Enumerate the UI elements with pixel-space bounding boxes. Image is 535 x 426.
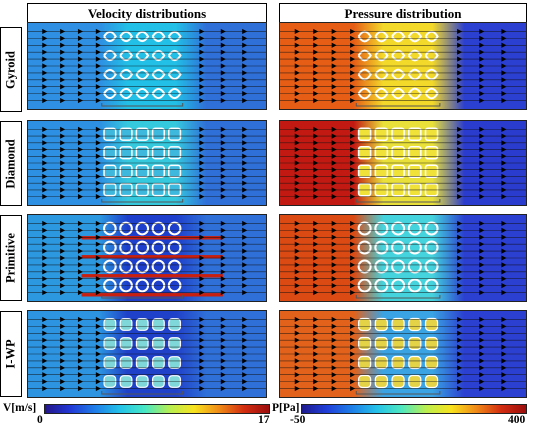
velocity-colorbar-min: 0 — [37, 414, 43, 426]
row-label-primitive: Primitive — [0, 215, 22, 301]
pressure-colorbar-min: -50 — [290, 414, 306, 426]
pressure-panel-diamond — [279, 120, 527, 206]
velocity-colorbar-max: 17 — [258, 414, 270, 426]
pressure-panel-iwp — [279, 310, 527, 398]
velocity-colorbar — [44, 404, 270, 414]
velocity-colorbar-label: V[m/s] — [3, 402, 37, 414]
row-label-gyroid: Gyroid — [0, 27, 22, 112]
velocity-header: Velocity distributions — [27, 3, 267, 24]
pressure-panel-primitive — [279, 214, 527, 302]
velocity-panel-diamond — [27, 120, 267, 206]
pressure-header: Pressure distribution — [279, 3, 527, 24]
velocity-panel-gyroid — [27, 22, 267, 110]
pressure-colorbar-label: P[Pa] — [272, 402, 300, 414]
pressure-panel-gyroid — [279, 22, 527, 110]
pressure-colorbar — [301, 404, 527, 414]
pressure-colorbar-max: 400 — [508, 414, 526, 426]
row-label-diamond: Diamond — [0, 121, 22, 206]
velocity-panel-primitive — [27, 214, 267, 302]
row-label-iwp: I-WP — [0, 311, 22, 397]
velocity-panel-iwp — [27, 310, 267, 398]
